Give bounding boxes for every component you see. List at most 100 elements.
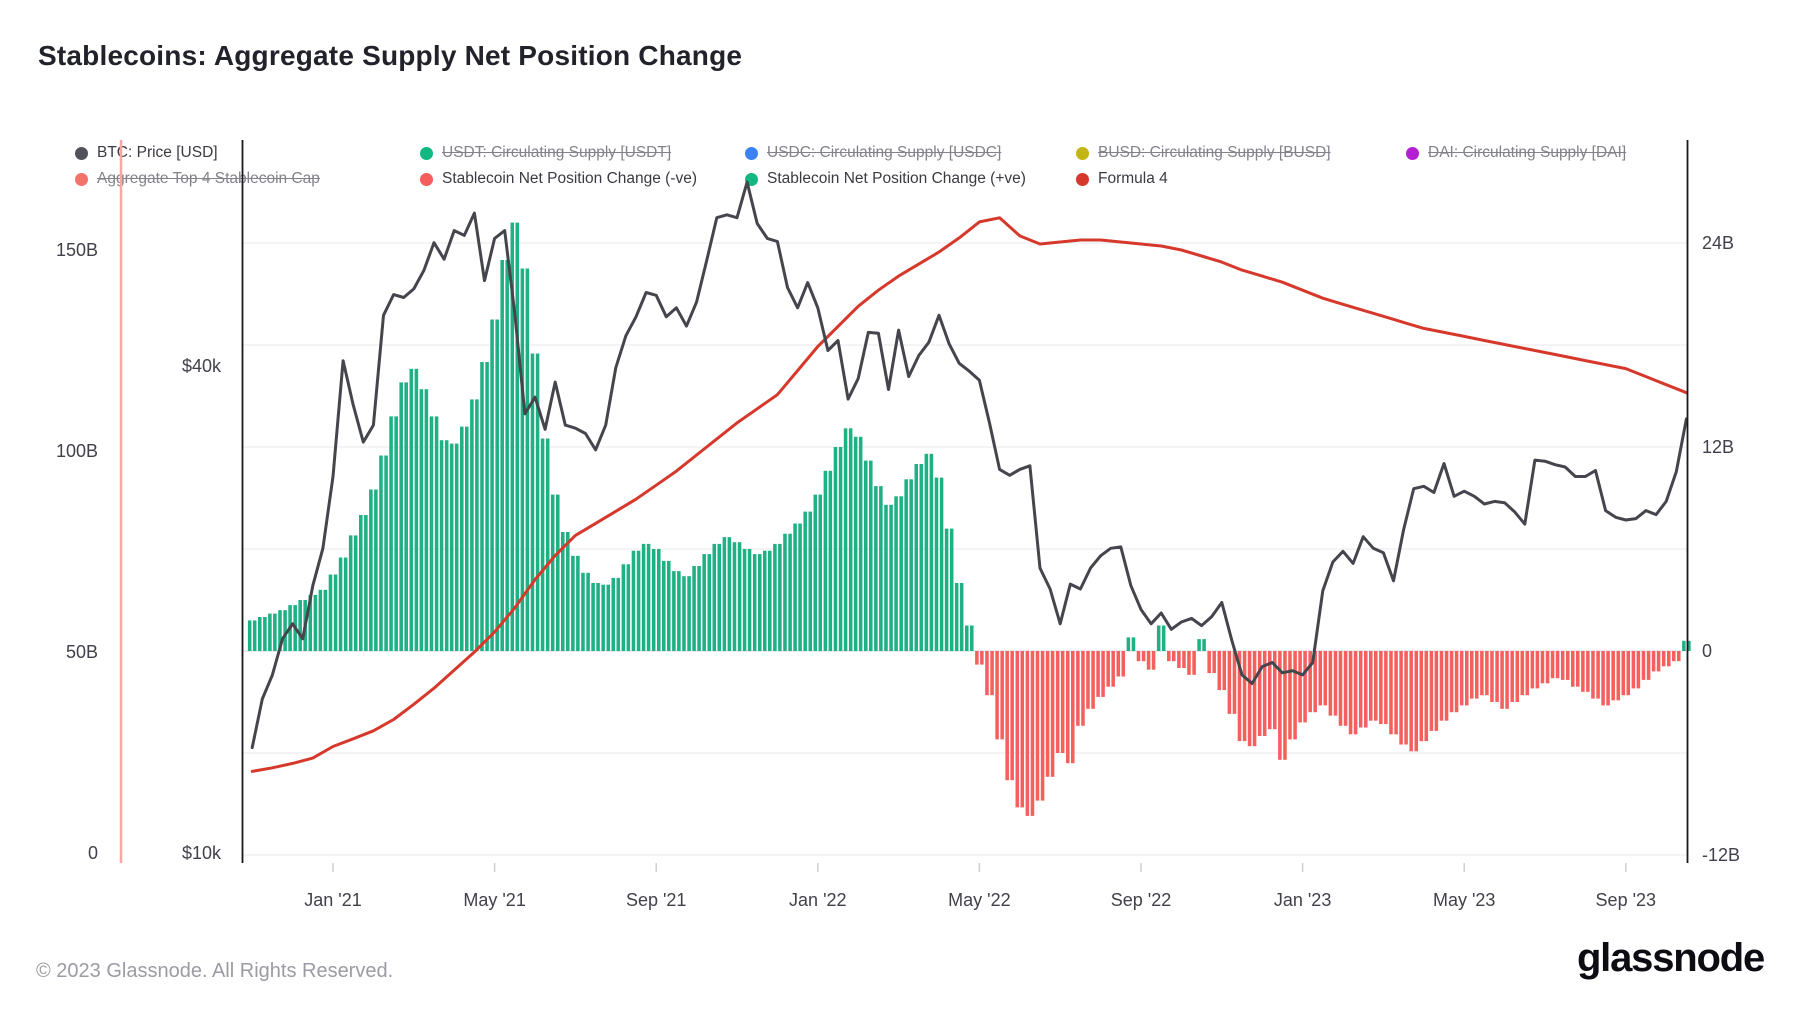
net-change-negative-bar xyxy=(1055,651,1060,753)
net-change-positive-bar xyxy=(823,470,828,651)
net-change-negative-bar xyxy=(1268,651,1272,730)
net-change-positive-bar xyxy=(475,399,479,651)
net-change-negative-bar xyxy=(1571,651,1575,687)
net-change-positive-bar xyxy=(727,537,732,651)
legend-item[interactable]: DAI: Circulating Supply [DAI] xyxy=(1406,143,1626,163)
net-change-positive-bar xyxy=(444,440,449,651)
net-change-negative-bar xyxy=(1520,651,1525,696)
net-change-negative-bar xyxy=(1419,651,1424,742)
legend-series-label: Stablecoin Net Position Change (+ve) xyxy=(767,170,1026,187)
legend-item[interactable]: Aggregate Top 4 Stablecoin Cap xyxy=(75,169,320,189)
net-change-negative-bar xyxy=(1101,651,1105,697)
net-change-positive-bar xyxy=(429,416,434,651)
net-change-positive-bar xyxy=(409,368,414,651)
legend-series-dot-icon xyxy=(75,146,88,160)
net-change-positive-bar xyxy=(369,489,373,651)
net-change-positive-bar xyxy=(364,515,368,651)
legend-series-label: Formula 4 xyxy=(1098,170,1168,187)
net-change-negative-bar xyxy=(1273,651,1277,730)
legend-series-dot-icon xyxy=(1076,146,1089,160)
net-change-negative-bar xyxy=(1025,651,1030,816)
legend-series-label: Aggregate Top 4 Stablecoin Cap xyxy=(97,170,320,187)
left-axis-b-tick-label: 100B xyxy=(55,441,98,461)
net-change-negative-bar xyxy=(1353,651,1358,735)
net-change-positive-bar xyxy=(848,428,853,651)
right-axis-tick-label: 0 xyxy=(1702,641,1713,661)
net-change-positive-bar xyxy=(586,572,590,651)
net-change-negative-bar xyxy=(1232,651,1237,714)
left-axis-b-tick-label: 150B xyxy=(55,240,98,260)
legend-series-dot-icon xyxy=(1406,146,1419,160)
net-change-positive-bar xyxy=(439,440,444,651)
net-change-positive-bar xyxy=(752,554,757,651)
net-change-negative-bar xyxy=(1429,651,1434,731)
net-change-positive-bar xyxy=(596,583,600,651)
net-change-negative-bar xyxy=(1459,651,1464,706)
net-change-negative-bar xyxy=(1636,651,1641,689)
x-axis-tick-label: Sep '22 xyxy=(1110,890,1172,910)
net-change-positive-bar xyxy=(374,489,378,651)
net-change-positive-bar xyxy=(581,572,585,651)
legend-item[interactable]: USDC: Circulating Supply [USDC] xyxy=(745,143,1001,163)
net-change-positive-bar xyxy=(712,543,717,651)
net-change-positive-bar xyxy=(904,479,908,651)
legend-item[interactable]: BUSD: Circulating Supply [BUSD] xyxy=(1076,143,1331,163)
legend-series-dot-icon xyxy=(745,146,758,160)
net-change-positive-bar xyxy=(889,504,893,651)
net-change-negative-bar xyxy=(1606,651,1610,706)
net-change-negative-bar xyxy=(1086,651,1090,709)
net-change-positive-bar xyxy=(576,555,580,651)
net-change-positive-bar xyxy=(939,477,944,651)
net-change-negative-bar xyxy=(1293,651,1297,740)
net-change-negative-bar xyxy=(1045,651,1050,777)
net-change-positive-bar xyxy=(298,600,302,651)
net-change-negative-bar xyxy=(1338,651,1343,726)
net-change-positive-bar xyxy=(323,589,328,651)
net-change-negative-bar xyxy=(1252,651,1257,747)
x-axis-tick-label: Sep '21 xyxy=(625,890,687,910)
net-change-negative-bar xyxy=(1646,651,1651,680)
net-change-positive-bar xyxy=(470,399,474,651)
net-change-negative-bar xyxy=(1667,651,1671,667)
net-change-negative-bar xyxy=(1278,651,1282,760)
net-change-negative-bar xyxy=(1550,651,1555,679)
legend-item[interactable]: BTC: Price [USD] xyxy=(75,143,218,163)
net-change-positive-bar xyxy=(667,560,671,651)
legend-series-dot-icon xyxy=(420,172,433,186)
net-change-positive-bar xyxy=(449,443,454,651)
net-change-negative-bar xyxy=(1071,651,1075,764)
net-change-negative-bar xyxy=(1500,651,1504,709)
net-change-positive-bar xyxy=(858,436,863,651)
net-change-positive-bar xyxy=(258,617,262,651)
legend-item[interactable]: USDT: Circulating Supply [USDT] xyxy=(420,143,671,163)
net-change-positive-bar xyxy=(621,564,626,651)
right-axis-tick-label: 12B xyxy=(1702,437,1735,457)
net-change-positive-bar xyxy=(333,574,338,651)
net-change-negative-bar xyxy=(1187,651,1191,675)
net-change-negative-bar xyxy=(1247,651,1252,747)
left-axis-b-tick-label: 0 xyxy=(87,843,98,863)
legend-item[interactable]: Stablecoin Net Position Change (-ve) xyxy=(420,169,697,189)
btc-price-line xyxy=(250,180,1688,750)
net-change-negative-bar xyxy=(1358,651,1363,728)
net-change-positive-bar xyxy=(763,550,767,651)
net-change-negative-bar xyxy=(1303,651,1307,723)
net-change-negative-bar xyxy=(1081,651,1085,726)
net-change-negative-bar xyxy=(1257,651,1262,736)
net-change-negative-bar xyxy=(1111,651,1115,687)
net-change-positive-bar xyxy=(515,222,520,651)
net-change-positive-bar xyxy=(788,533,792,651)
net-change-negative-bar xyxy=(1631,651,1636,689)
net-change-negative-bar xyxy=(1439,651,1444,721)
net-change-positive-bar xyxy=(591,583,595,651)
net-change-negative-bar xyxy=(1318,651,1323,706)
net-change-positive-bar xyxy=(929,453,934,651)
legend-item[interactable]: Formula 4 xyxy=(1076,169,1168,189)
net-change-negative-bar xyxy=(1560,651,1565,680)
net-change-negative-bar xyxy=(1581,651,1585,692)
net-change-positive-bar xyxy=(924,453,929,651)
x-axis-tick-label: Jan '21 xyxy=(304,890,362,910)
net-change-positive-bar xyxy=(556,494,560,651)
x-axis-tick-label: May '23 xyxy=(1432,890,1496,910)
